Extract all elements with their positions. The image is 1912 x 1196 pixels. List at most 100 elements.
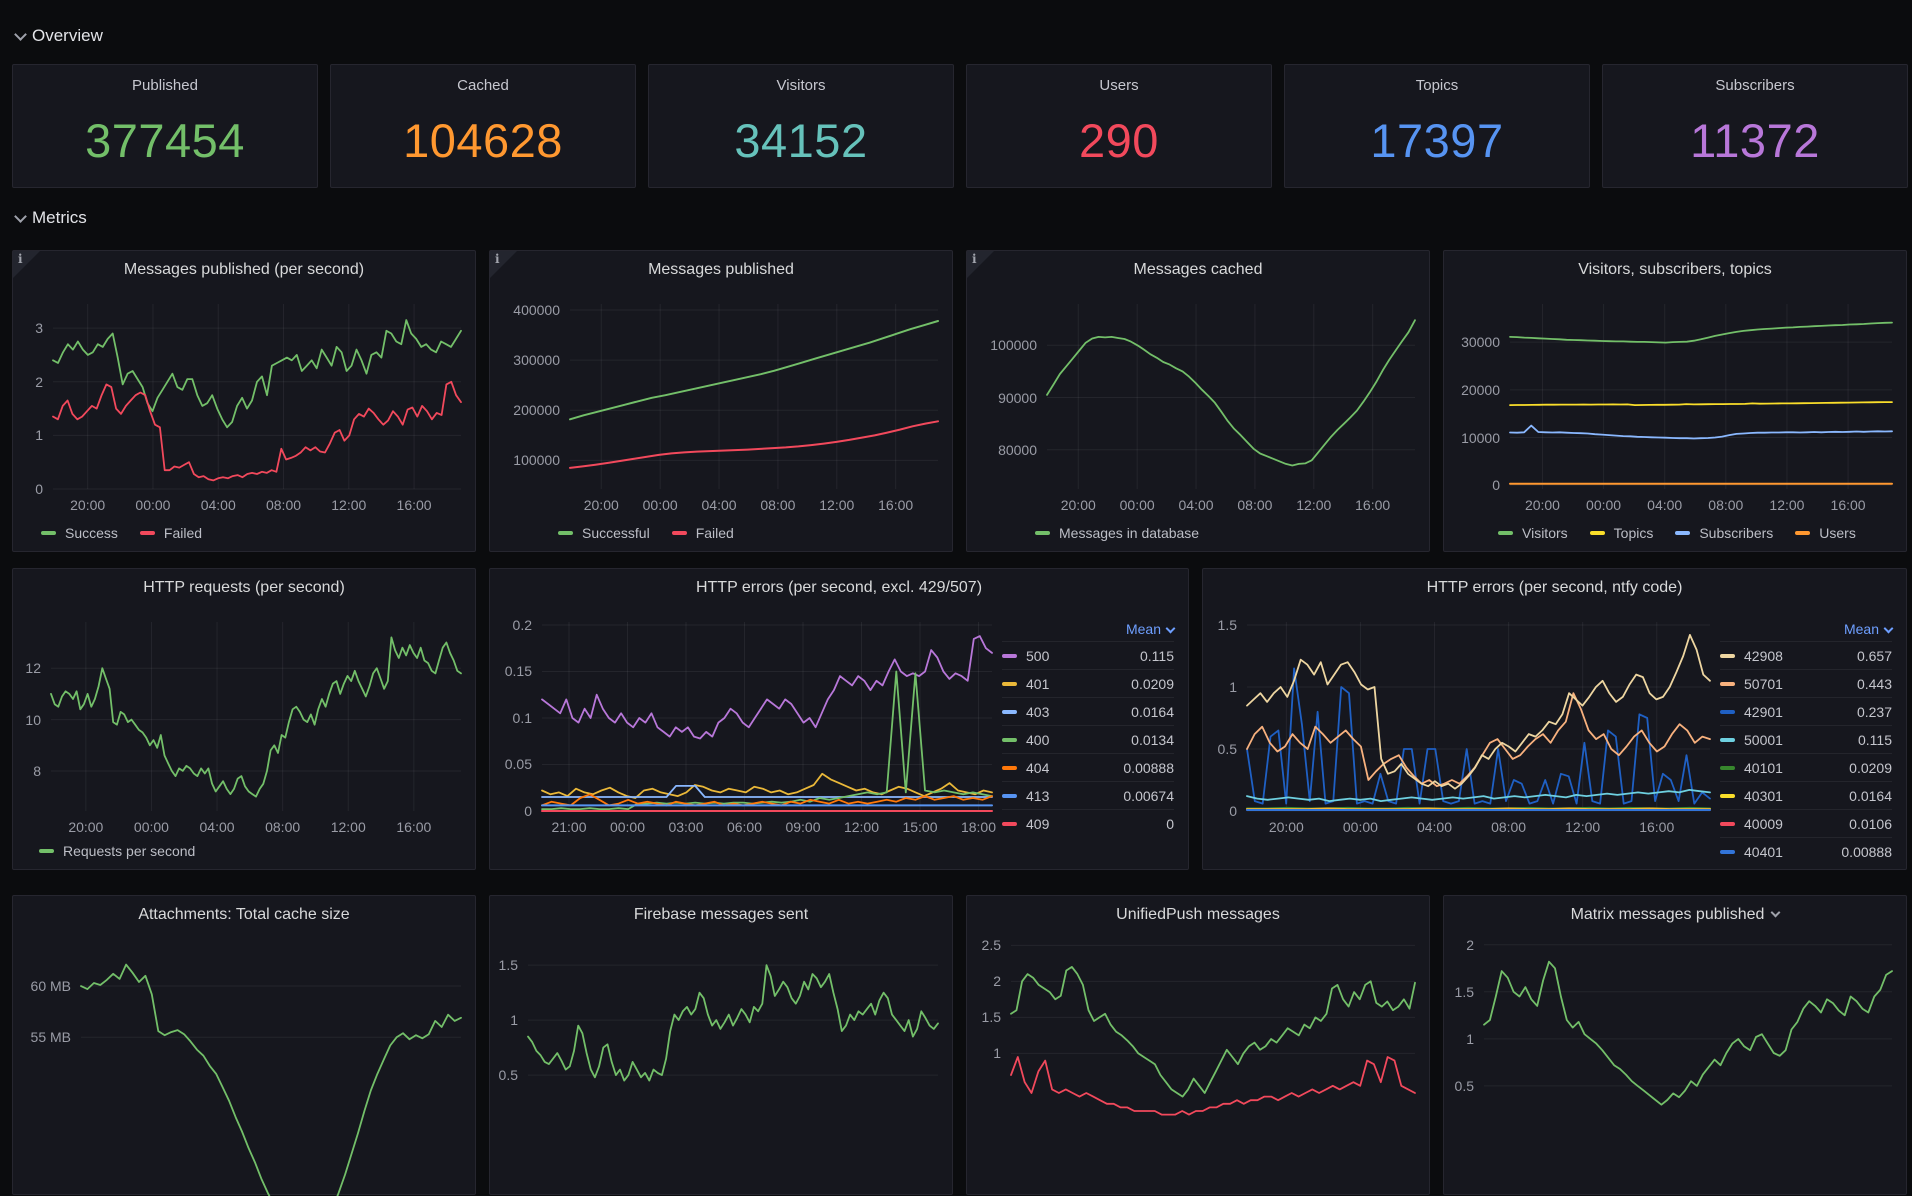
chart-plot[interactable] (527, 941, 939, 1196)
panel-title[interactable]: Firebase messages sent (490, 906, 952, 924)
legend-item[interactable]: Requests per second (39, 843, 195, 859)
panel-title[interactable]: HTTP errors (per second, ntfy code) (1203, 579, 1906, 597)
legend-color-dash (1035, 531, 1050, 535)
panel-title[interactable]: Matrix messages published (1444, 906, 1906, 924)
panel-info-corner[interactable] (13, 251, 40, 278)
y-axis-label: 3 (35, 320, 43, 337)
panel-title[interactable]: UnifiedPush messages (967, 906, 1429, 924)
panel-title[interactable]: Messages cached (967, 261, 1429, 279)
gridlines (1047, 304, 1415, 489)
legend: Requests per second (39, 843, 195, 859)
info-icon[interactable]: i (972, 252, 977, 266)
legend-table-row[interactable]: 40101 0.0209 (1720, 753, 1892, 781)
gridlines (81, 985, 461, 1038)
panel-title[interactable]: HTTP requests (per second) (13, 579, 475, 597)
legend-table-row[interactable]: 50701 0.443 (1720, 669, 1892, 697)
legend-color-dash (139, 531, 155, 535)
legend: Visitors Topics Subscribers Users (1498, 525, 1856, 541)
legend-table-row[interactable]: 40301 0.0164 (1720, 781, 1892, 809)
chart-plot[interactable] (1509, 304, 1893, 489)
panel-title[interactable]: Visitors, subscribers, topics (1444, 261, 1906, 279)
legend-color-dash (1795, 531, 1811, 535)
x-axis-label: 16:00 (878, 497, 914, 513)
panel-info-corner[interactable] (967, 251, 994, 278)
gridlines (1011, 944, 1415, 1054)
y-axis-label: 400000 (513, 302, 560, 319)
legend-table-row[interactable]: 500 0.115 (1002, 641, 1174, 669)
panel-info-corner[interactable] (490, 251, 517, 278)
panel-title[interactable]: HTTP errors (per second, excl. 429/507) (490, 579, 1188, 597)
legend-mean-header[interactable]: Mean (1002, 617, 1176, 641)
legend-color-dash (39, 849, 54, 853)
legend-item[interactable]: Failed (139, 525, 202, 541)
chart-plot[interactable] (569, 304, 939, 489)
legend-table-row[interactable]: 42901 0.237 (1720, 697, 1892, 725)
chart-plot[interactable] (1483, 941, 1893, 1196)
legend-table-row[interactable]: 404 0.00888 (1002, 753, 1174, 781)
legend-mean-value: 0.0164 (1849, 787, 1892, 804)
panel-title[interactable]: Messages published (490, 261, 952, 279)
section-overview[interactable]: Overview (14, 26, 103, 46)
legend-item[interactable]: Failed (671, 525, 734, 541)
legend-table-row[interactable]: 413 0.00674 (1002, 781, 1174, 809)
section-metrics[interactable]: Metrics (14, 208, 87, 228)
legend-table-row[interactable]: 403 0.0164 (1002, 697, 1174, 725)
legend-item[interactable]: Topics (1589, 525, 1653, 541)
series-line-failed (52, 380, 462, 482)
legend-item[interactable]: Users (1795, 525, 1856, 541)
legend-color-dash (1720, 737, 1735, 742)
x-axis-label: 00:00 (1586, 497, 1622, 513)
x-axis-label: 12:00 (843, 819, 880, 835)
legend-mean-header[interactable]: Mean (1720, 617, 1894, 641)
legend-color-dash (1720, 653, 1735, 658)
x-axis-label: 12:00 (330, 819, 366, 835)
legend-label: Users (1819, 525, 1856, 541)
panel-title-text: UnifiedPush messages (1116, 906, 1280, 923)
y-axis-label: 10 (25, 711, 41, 728)
legend-color-dash (671, 531, 687, 535)
x-axis-label: 12:00 (819, 497, 855, 513)
x-axis-label: 20:00 (583, 497, 619, 513)
panel-title[interactable]: Attachments: Total cache size (13, 906, 475, 924)
legend-color-dash (1589, 531, 1605, 535)
legend-label: Failed (695, 525, 734, 541)
panel-title[interactable]: Messages published (per second) (13, 261, 475, 279)
legend-table-row[interactable]: 40401 0.00888 (1720, 837, 1892, 865)
legend-color-dash (1720, 681, 1735, 686)
y-axis-label: 2 (35, 373, 43, 390)
chart-plot[interactable] (52, 304, 462, 490)
x-axis-label: 16:00 (396, 819, 432, 835)
info-icon[interactable]: i (495, 252, 500, 266)
legend-table-row[interactable]: 400 0.0134 (1002, 725, 1174, 753)
chart-plot[interactable] (80, 941, 462, 1196)
legend-item[interactable]: Messages in database (1035, 525, 1199, 541)
panel-title-text: Firebase messages sent (633, 906, 809, 923)
legend-color-dash (1002, 821, 1017, 826)
series-line-401 (541, 772, 993, 799)
legend-item[interactable]: Visitors (1498, 525, 1568, 541)
legend-item[interactable]: Successful (558, 525, 650, 541)
y-axis-label: 1.5 (981, 1009, 1001, 1026)
y-axis-label: 0.5 (1454, 1077, 1474, 1094)
legend-mean-label: Mean (1125, 621, 1161, 637)
x-axis-label: 20:00 (68, 819, 104, 835)
legend-table-row[interactable]: 401 0.0209 (1002, 669, 1174, 697)
chart-plot[interactable] (1010, 941, 1416, 1196)
legend-item[interactable]: Success (41, 525, 118, 541)
chart-plot[interactable] (541, 622, 993, 812)
legend-color-dash (41, 531, 56, 535)
chart-plot[interactable] (1046, 304, 1416, 489)
legend-table-row[interactable]: 42908 0.657 (1720, 641, 1892, 669)
y-axis-label: 1.5 (1454, 983, 1474, 1000)
info-icon[interactable]: i (18, 252, 23, 266)
legend-item[interactable]: Subscribers (1675, 525, 1773, 541)
legend-table-row[interactable]: 40009 0.0106 (1720, 809, 1892, 837)
legend-table-row[interactable]: 50001 0.115 (1720, 725, 1892, 753)
chart-plot[interactable] (50, 622, 462, 811)
panel-title-text: Messages published (648, 261, 794, 278)
chevron-down-icon[interactable] (1770, 907, 1781, 918)
chart-plot[interactable] (1246, 622, 1711, 812)
x-axis-label: 18:00 (960, 819, 997, 835)
legend-table-row[interactable]: 409 0 (1002, 809, 1174, 837)
x-axis-label: 09:00 (785, 819, 821, 835)
